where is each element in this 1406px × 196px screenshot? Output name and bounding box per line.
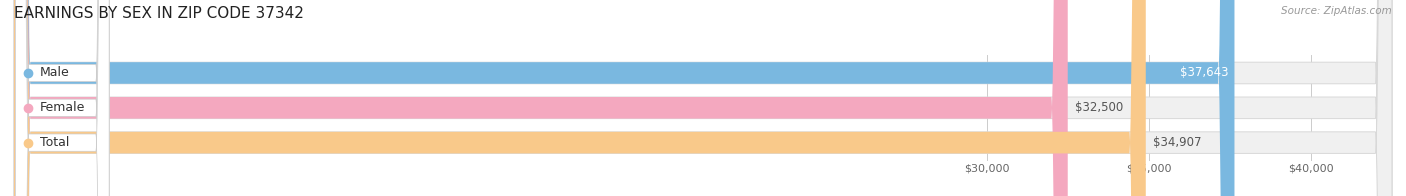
Text: Female: Female xyxy=(39,101,86,114)
Text: Male: Male xyxy=(39,66,69,80)
Text: Source: ZipAtlas.com: Source: ZipAtlas.com xyxy=(1281,6,1392,16)
FancyBboxPatch shape xyxy=(14,0,1392,196)
Text: $32,500: $32,500 xyxy=(1074,101,1123,114)
FancyBboxPatch shape xyxy=(14,0,1392,196)
Text: Total: Total xyxy=(39,136,69,149)
FancyBboxPatch shape xyxy=(15,0,110,196)
Text: $34,907: $34,907 xyxy=(1153,136,1201,149)
Text: $37,643: $37,643 xyxy=(1181,66,1229,80)
FancyBboxPatch shape xyxy=(14,0,1392,196)
FancyBboxPatch shape xyxy=(14,0,1067,196)
FancyBboxPatch shape xyxy=(14,0,1234,196)
FancyBboxPatch shape xyxy=(15,0,110,196)
FancyBboxPatch shape xyxy=(14,0,1146,196)
Text: EARNINGS BY SEX IN ZIP CODE 37342: EARNINGS BY SEX IN ZIP CODE 37342 xyxy=(14,6,304,21)
FancyBboxPatch shape xyxy=(15,0,110,196)
